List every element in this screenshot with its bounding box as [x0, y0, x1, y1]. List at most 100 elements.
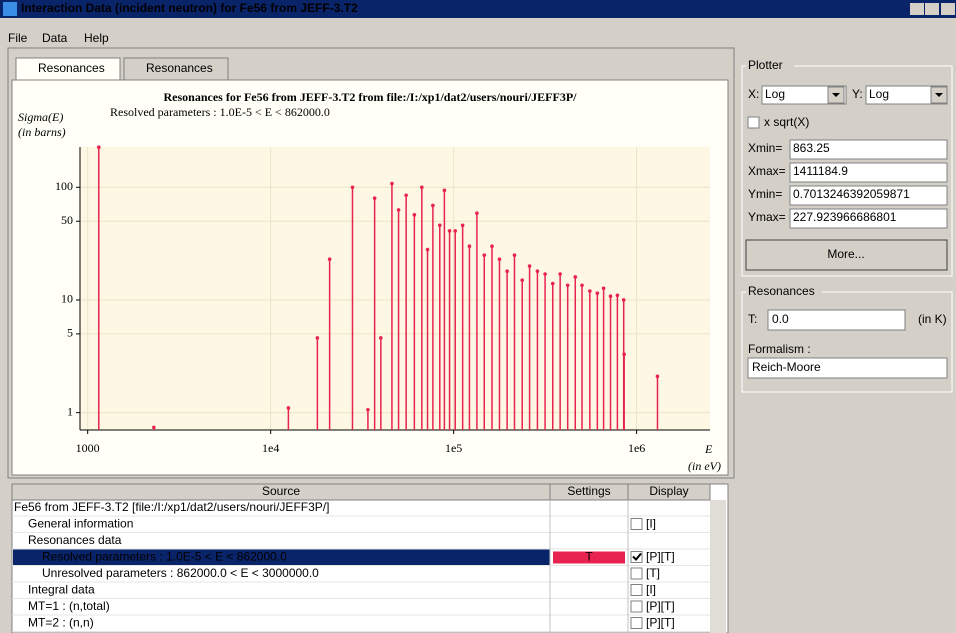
stem-marker: [595, 291, 600, 295]
dropdown-arrow: [935, 93, 943, 97]
group-title: Resonances: [748, 284, 815, 298]
dropdown-arrow: [832, 93, 840, 97]
x-tick-label: 1e6: [628, 441, 645, 455]
field-input[interactable]: [789, 185, 948, 206]
column-header-label: Display: [649, 484, 688, 498]
stem-marker: [315, 336, 320, 340]
sqrt-checkbox[interactable]: [747, 116, 760, 129]
stem-marker: [152, 425, 156, 430]
field-input[interactable]: [789, 208, 948, 229]
row-source: Resolved parameters : 1.0E-5 < E < 86200…: [42, 550, 287, 564]
field-label: Xmin=: [748, 141, 782, 155]
chart-title: Resonances for Fe56 from JEFF-3.T2 from …: [164, 90, 578, 104]
maximize[interactable]: [925, 3, 939, 15]
stem-marker: [615, 293, 620, 298]
stem-marker: [608, 294, 613, 299]
stem-marker: [425, 247, 430, 252]
display-checkbox[interactable]: [630, 584, 643, 596]
x-scale-label: X:: [748, 87, 759, 101]
field-value: 0.7013246392059871: [793, 187, 910, 201]
sqrt-label: x sqrt(X): [764, 115, 809, 129]
stem-marker: [366, 407, 370, 412]
window-title: Interaction Data (incident neutron) for …: [21, 1, 358, 15]
selected-row: [13, 549, 550, 566]
column-header-label: Source: [262, 484, 300, 498]
x-tick-label: 1e5: [445, 441, 462, 455]
more-button[interactable]: [745, 239, 948, 271]
t-unit: (in K): [918, 312, 947, 326]
column-header[interactable]: [627, 483, 711, 501]
stem-marker: [350, 185, 355, 190]
group-title: Plotter: [748, 58, 783, 72]
stem-marker: [286, 406, 291, 410]
more-button-label: More...: [827, 247, 864, 261]
formalism-label: Formalism :: [748, 342, 811, 356]
t-input[interactable]: [767, 309, 906, 331]
settings-swatch[interactable]: [553, 551, 625, 564]
stem-marker: [447, 229, 452, 233]
display-checkbox[interactable]: [630, 617, 643, 629]
row-source: MT=1 : (n,total): [28, 599, 110, 613]
display-checkbox-mark: [632, 552, 642, 561]
x-tick-label: 1000: [76, 441, 100, 455]
t-value: 0.0: [772, 312, 789, 326]
y-tick-label: 50: [61, 213, 73, 227]
stem-marker: [404, 193, 408, 198]
stem-marker: [558, 272, 562, 276]
stem-marker: [96, 145, 101, 149]
chart-subtitle: Resolved parameters : 1.0E-5 < E < 86200…: [110, 105, 330, 119]
row-display: [P][T]: [646, 599, 675, 613]
field-input[interactable]: [789, 139, 948, 160]
stem-marker: [535, 269, 540, 274]
close[interactable]: [941, 3, 955, 15]
app-icon: [3, 2, 17, 16]
row-source: Resonances data: [28, 533, 122, 547]
display-checkbox[interactable]: [630, 567, 643, 580]
minimize[interactable]: [910, 3, 924, 15]
y-tick-label: 5: [67, 326, 73, 340]
field-input[interactable]: [789, 162, 948, 183]
row-display: [I]: [646, 583, 656, 597]
window-buttons[interactable]: [910, 3, 955, 15]
menu-item: File: [8, 31, 28, 45]
row-display: [I]: [646, 517, 656, 531]
stem-marker: [327, 257, 332, 262]
stem-marker: [412, 213, 417, 217]
formalism-input[interactable]: [747, 357, 948, 379]
x-scale-select[interactable]: [761, 85, 847, 105]
stem-marker: [390, 181, 394, 186]
field-value: 1411184.9: [793, 164, 848, 178]
display-checkbox[interactable]: [630, 518, 643, 530]
x-scale-value: Log: [765, 87, 785, 101]
left-frame: [7, 47, 735, 479]
stem-marker: [512, 253, 517, 257]
scrollbar[interactable]: [710, 500, 726, 633]
tab[interactable]: [15, 57, 121, 81]
title-bar: [0, 0, 956, 18]
plotter-box: [741, 65, 953, 277]
row-settings: T: [585, 550, 593, 564]
tab-label: Resonances: [38, 61, 105, 75]
row-source: MT=2 : (n,n): [28, 616, 94, 630]
stem-marker: [550, 281, 555, 286]
field-label: Ymax=: [748, 210, 786, 224]
stem-marker: [505, 269, 509, 274]
stem-marker: [497, 257, 502, 262]
stem-marker: [588, 289, 592, 293]
menu-item: Data: [42, 31, 68, 45]
stem-marker: [621, 298, 626, 302]
stem-marker: [565, 283, 570, 288]
y-axis-label: (in barns): [18, 125, 66, 139]
display-checkbox[interactable]: [630, 600, 643, 613]
y-tick-label: 10: [61, 292, 73, 306]
tab[interactable]: [123, 57, 229, 81]
row-source: Unresolved parameters : 862000.0 < E < 3…: [42, 566, 319, 580]
stem-marker: [573, 275, 578, 279]
stem-marker: [372, 196, 377, 201]
resonances-box: [741, 291, 953, 393]
stem-marker: [622, 352, 626, 357]
display-checkbox[interactable]: [630, 551, 643, 563]
legend-bg: [746, 60, 794, 72]
formalism-value: Reich-Moore: [752, 360, 821, 374]
field-value: 863.25: [793, 141, 830, 155]
